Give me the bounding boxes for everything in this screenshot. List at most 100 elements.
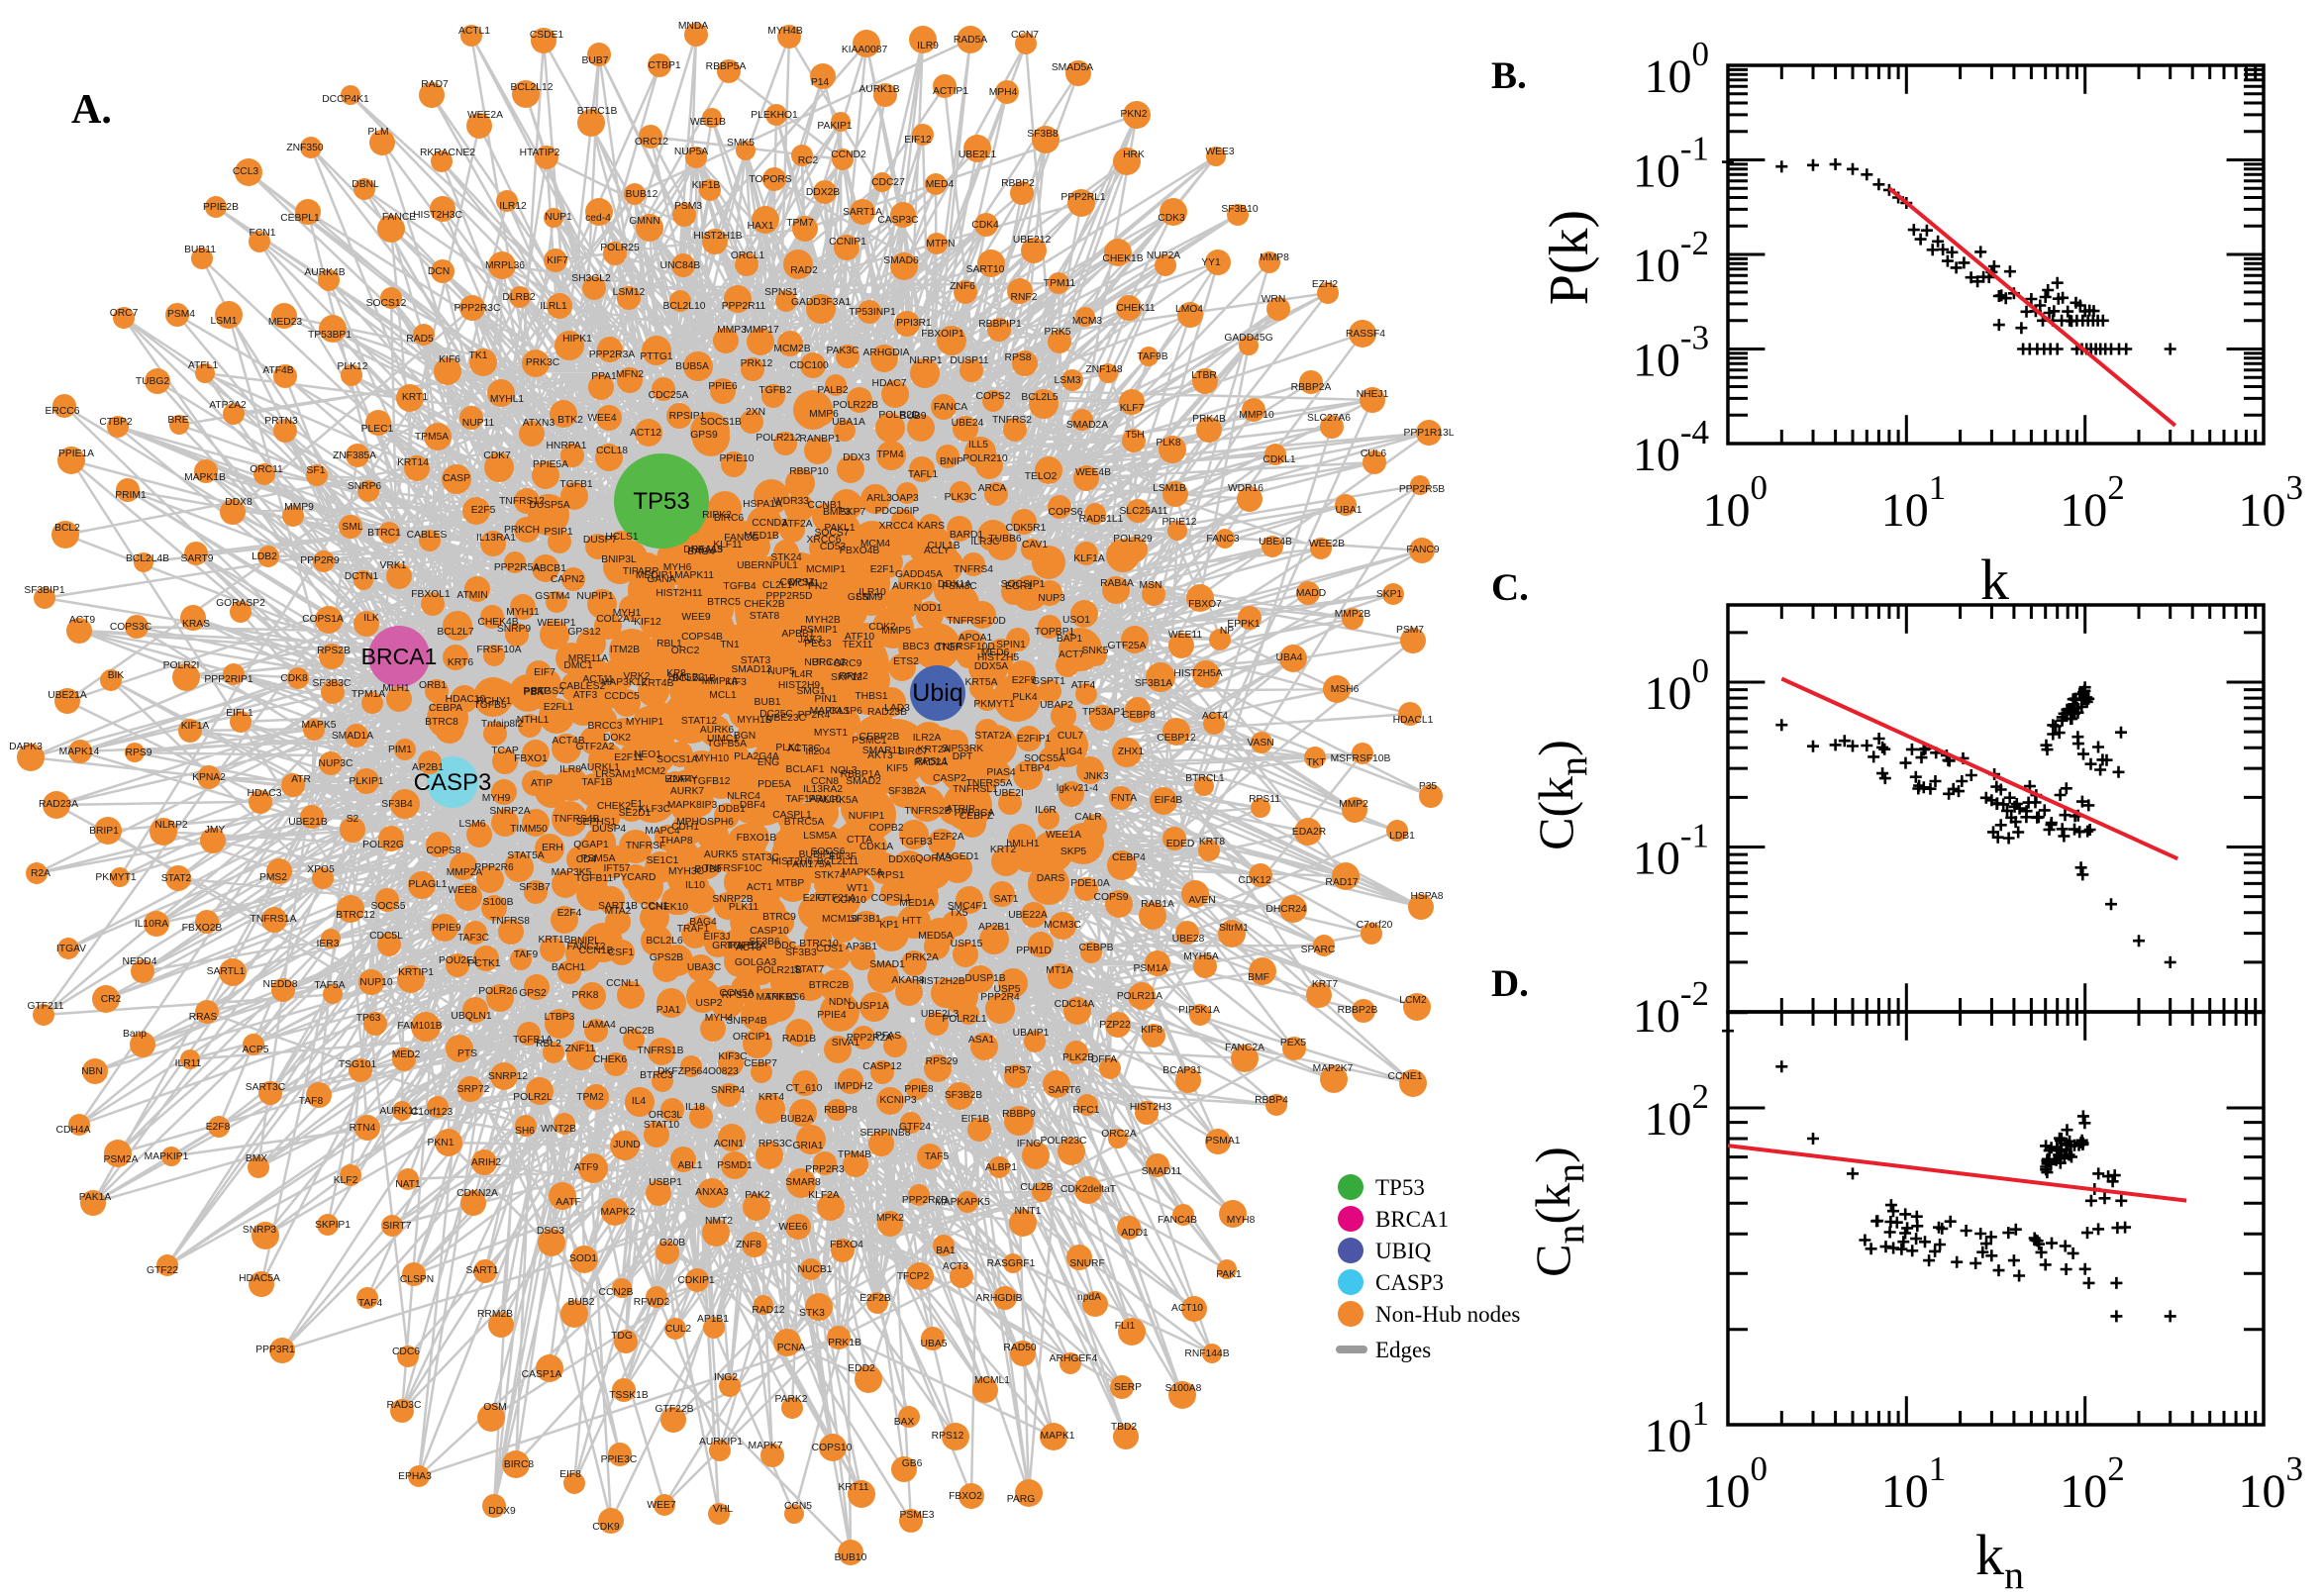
svg-text:JUND: JUND bbox=[613, 1140, 640, 1150]
svg-text:PZP22: PZP22 bbox=[1099, 1020, 1131, 1031]
svg-text:MAPK1B: MAPK1B bbox=[184, 472, 226, 483]
svg-text:SART1B: SART1B bbox=[598, 901, 638, 912]
svg-text:ACT8: ACT8 bbox=[736, 943, 762, 953]
svg-text:PTTG1: PTTG1 bbox=[640, 351, 672, 362]
svg-text:RRM2B: RRM2B bbox=[477, 1309, 513, 1320]
svg-text:MYH1: MYH1 bbox=[613, 608, 642, 619]
svg-text:ATMIN: ATMIN bbox=[456, 590, 487, 601]
svg-text:PSIP1: PSIP1 bbox=[544, 527, 572, 538]
svg-text:GTF21A: GTF21A bbox=[818, 893, 857, 904]
svg-text:GTF2A2: GTF2A2 bbox=[576, 742, 615, 752]
svg-text:GMNN: GMNN bbox=[629, 216, 659, 227]
svg-text:POLR212: POLR212 bbox=[756, 433, 800, 444]
svg-text:EPHA3: EPHA3 bbox=[398, 1471, 432, 1482]
svg-text:EIF1B: EIF1B bbox=[961, 1114, 990, 1125]
svg-text:AURKL1: AURKL1 bbox=[580, 762, 620, 773]
svg-text:AURK7: AURK7 bbox=[670, 786, 705, 797]
svg-text:CL2L1: CL2L1 bbox=[762, 580, 793, 591]
svg-text:KRT5A: KRT5A bbox=[964, 677, 997, 688]
svg-text:CCN7: CCN7 bbox=[1011, 30, 1039, 41]
svg-text:PSMIP1: PSMIP1 bbox=[800, 625, 838, 636]
svg-text:NEDD4: NEDD4 bbox=[123, 956, 157, 967]
svg-text:PPIE6: PPIE6 bbox=[708, 381, 737, 392]
svg-text:SF1: SF1 bbox=[307, 465, 326, 476]
svg-text:POLR2G: POLR2G bbox=[362, 840, 404, 850]
svg-text:SF3B1: SF3B1 bbox=[850, 914, 881, 925]
svg-text:npdA: npdA bbox=[1077, 1292, 1101, 1303]
svg-text:TP53AP1: TP53AP1 bbox=[1082, 707, 1126, 718]
svg-text:ING2: ING2 bbox=[714, 1372, 738, 1383]
svg-text:PLK2B: PLK2B bbox=[1062, 1052, 1094, 1063]
svg-text:CHEK1B: CHEK1B bbox=[1102, 253, 1143, 264]
svg-text:CD53: CD53 bbox=[820, 542, 847, 552]
svg-text:IFNG: IFNG bbox=[1017, 1139, 1042, 1149]
svg-text:KRT1B: KRT1B bbox=[538, 935, 570, 946]
svg-text:DUSP5A: DUSP5A bbox=[529, 500, 569, 511]
svg-text:KLF2: KLF2 bbox=[334, 1175, 358, 1186]
svg-text:SMAD2: SMAD2 bbox=[846, 776, 881, 787]
svg-text:MAPK14: MAPK14 bbox=[59, 747, 100, 757]
svg-text:COPS8: COPS8 bbox=[427, 846, 461, 856]
svg-text:NOD1: NOD1 bbox=[914, 603, 943, 614]
svg-text:NBN: NBN bbox=[81, 1066, 103, 1077]
svg-text:MCM10: MCM10 bbox=[822, 914, 858, 925]
svg-text:TAF3C: TAF3C bbox=[457, 933, 489, 944]
svg-text:NOL3: NOL3 bbox=[831, 765, 858, 776]
svg-text:HTATIP2: HTATIP2 bbox=[520, 148, 560, 158]
svg-text:PBK: PBK bbox=[524, 687, 545, 698]
svg-text:E2F5: E2F5 bbox=[471, 505, 496, 516]
svg-text:POLR22B: POLR22B bbox=[833, 400, 878, 411]
svg-text:KIF6: KIF6 bbox=[439, 354, 460, 365]
svg-text:UBE212: UBE212 bbox=[1013, 235, 1052, 246]
svg-text:NDN: NDN bbox=[829, 997, 851, 1008]
svg-text:CEBPL1: CEBPL1 bbox=[280, 213, 320, 224]
svg-text:NNT1: NNT1 bbox=[1015, 1206, 1042, 1217]
svg-text:PCTK1: PCTK1 bbox=[467, 958, 500, 969]
svg-text:PPP2R3: PPP2R3 bbox=[805, 1164, 845, 1175]
svg-text:GORASP2: GORASP2 bbox=[216, 598, 265, 609]
svg-text:PPIE4: PPIE4 bbox=[817, 1010, 846, 1021]
svg-text:ATFL1: ATFL1 bbox=[188, 360, 218, 371]
svg-text:DHCR24: DHCR24 bbox=[1265, 904, 1306, 915]
svg-text:NUP5: NUP5 bbox=[767, 666, 795, 677]
svg-text:CCDC5: CCDC5 bbox=[604, 691, 640, 702]
svg-text:TP53BP1: TP53BP1 bbox=[308, 330, 352, 341]
svg-text:KRT7: KRT7 bbox=[1312, 979, 1338, 990]
svg-text:BCL2: BCL2 bbox=[54, 523, 80, 534]
svg-text:CDKL1: CDKL1 bbox=[1262, 454, 1295, 465]
svg-text:SARTL1: SARTL1 bbox=[207, 966, 246, 977]
svg-text:ATR: ATR bbox=[291, 774, 311, 785]
svg-text:ATF10: ATF10 bbox=[845, 632, 874, 643]
svg-text:AURK10: AURK10 bbox=[892, 581, 932, 592]
svg-text:RPS29: RPS29 bbox=[926, 1056, 959, 1067]
svg-text:BCL2L11: BCL2L11 bbox=[817, 856, 858, 867]
svg-text:BNIP: BNIP bbox=[940, 456, 963, 467]
svg-text:HIST2H11: HIST2H11 bbox=[656, 588, 703, 599]
svg-text:CDK2: CDK2 bbox=[868, 622, 896, 633]
svg-text:BNIPL: BNIPL bbox=[570, 936, 600, 947]
svg-text:PAK1: PAK1 bbox=[1216, 1269, 1242, 1280]
svg-text:SF3B2A: SF3B2A bbox=[888, 786, 926, 797]
svg-text:lgk-v21-4: lgk-v21-4 bbox=[1057, 783, 1099, 794]
svg-text:TNFRS8: TNFRS8 bbox=[490, 916, 530, 927]
svg-text:PPA1: PPA1 bbox=[591, 371, 617, 382]
svg-text:HSPA1A: HSPA1A bbox=[743, 499, 782, 510]
svg-text:SNRP4: SNRP4 bbox=[711, 1085, 746, 1096]
svg-text:CTBP1: CTBP1 bbox=[648, 60, 680, 71]
svg-text:PDE5A: PDE5A bbox=[758, 779, 791, 790]
svg-text:AVEN: AVEN bbox=[1188, 895, 1215, 906]
svg-text:USP15: USP15 bbox=[951, 939, 983, 949]
svg-text:ACT12: ACT12 bbox=[630, 428, 661, 439]
svg-text:JAK3: JAK3 bbox=[798, 635, 823, 646]
svg-text:ARHGEF4: ARHGEF4 bbox=[1050, 1353, 1098, 1364]
svg-text:DDC: DDC bbox=[774, 941, 797, 951]
svg-text:RAD3C: RAD3C bbox=[387, 1400, 422, 1411]
svg-text:MCM3: MCM3 bbox=[1072, 316, 1103, 327]
svg-text:ACT9: ACT9 bbox=[69, 615, 96, 626]
svg-text:R2A: R2A bbox=[31, 868, 50, 879]
svg-text:VASN: VASN bbox=[1247, 738, 1273, 748]
svg-text:MYH6: MYH6 bbox=[663, 562, 692, 573]
svg-text:BAX: BAX bbox=[894, 1417, 915, 1428]
svg-text:MAGED1: MAGED1 bbox=[936, 851, 979, 862]
svg-text:BIRC8: BIRC8 bbox=[504, 1459, 535, 1470]
